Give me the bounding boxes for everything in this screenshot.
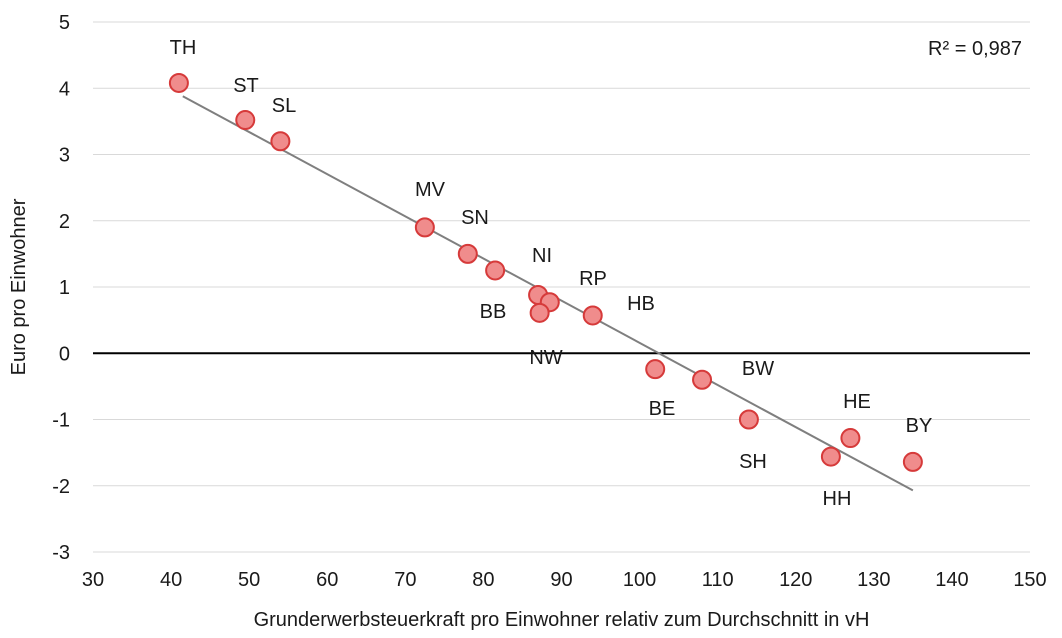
x-tick-label: 100 <box>623 569 656 591</box>
point-label: NW <box>529 347 562 369</box>
data-point <box>840 428 861 449</box>
point-label: BY <box>906 415 933 437</box>
y-tick-label: 2 <box>59 211 70 233</box>
point-label: NI <box>532 245 552 267</box>
data-point <box>582 305 603 326</box>
point-labels: TH ST SL MV SN NI BB RP BE BW SH HH HE BY HB NW <box>170 37 933 510</box>
point-label: ST <box>233 75 259 97</box>
x-tick-label: 30 <box>82 569 104 591</box>
data-point <box>168 72 189 93</box>
y-tick-label: 3 <box>59 145 70 167</box>
point-label: BB <box>480 301 507 323</box>
x-tick-label: 60 <box>316 569 338 591</box>
data-point <box>692 369 713 390</box>
y-tick-label: -2 <box>52 476 70 498</box>
x-tick-label: 70 <box>394 569 416 591</box>
y-axis-title: Euro pro Einwohner <box>8 198 30 375</box>
x-tick-label: 40 <box>160 569 182 591</box>
y-tick-label: -1 <box>52 410 70 432</box>
point-label: RP <box>579 268 607 290</box>
data-point <box>414 217 435 238</box>
data-point <box>645 359 666 380</box>
point-label: MV <box>415 179 446 201</box>
point-label: SL <box>272 95 296 117</box>
point-label: TH <box>170 37 197 59</box>
y-tick-label: 4 <box>59 78 70 100</box>
x-tick-label: 120 <box>779 569 812 591</box>
data-point <box>457 243 478 264</box>
x-tick-label: 90 <box>550 569 572 591</box>
gridlines <box>93 21 1030 553</box>
data-points <box>168 72 923 472</box>
x-tick-labels: 30 40 50 60 70 80 90 100 110 120 130 140 150 <box>82 569 1047 591</box>
data-point <box>820 446 841 467</box>
r-squared-annotation: R² = 0,987 <box>928 38 1022 60</box>
data-point <box>529 302 550 323</box>
x-tick-label: 140 <box>935 569 968 591</box>
y-tick-labels: -3 -2 -1 0 1 2 3 4 5 <box>52 12 70 564</box>
data-point <box>235 110 256 131</box>
point-label: SH <box>739 451 767 473</box>
point-label: HH <box>823 488 852 510</box>
data-point <box>738 409 759 430</box>
x-tick-label: 110 <box>702 569 734 591</box>
point-label: BE <box>649 398 676 420</box>
y-tick-label: 0 <box>59 343 70 365</box>
y-tick-label: -3 <box>52 542 70 564</box>
point-label: HB <box>627 293 655 315</box>
x-tick-label: 80 <box>472 569 494 591</box>
data-point <box>485 260 506 281</box>
point-label: HE <box>843 391 871 413</box>
x-axis-title: Grunderwerbsteuerkraft pro Einwohner rel… <box>254 609 870 631</box>
y-tick-label: 1 <box>59 277 70 299</box>
x-tick-label: 50 <box>238 569 260 591</box>
x-tick-label: 150 <box>1013 569 1046 591</box>
data-point <box>270 131 291 152</box>
x-tick-label: 130 <box>857 569 890 591</box>
point-label: SN <box>461 207 489 229</box>
point-label: BW <box>742 358 774 380</box>
data-point <box>902 451 923 472</box>
y-tick-label: 5 <box>59 12 70 34</box>
